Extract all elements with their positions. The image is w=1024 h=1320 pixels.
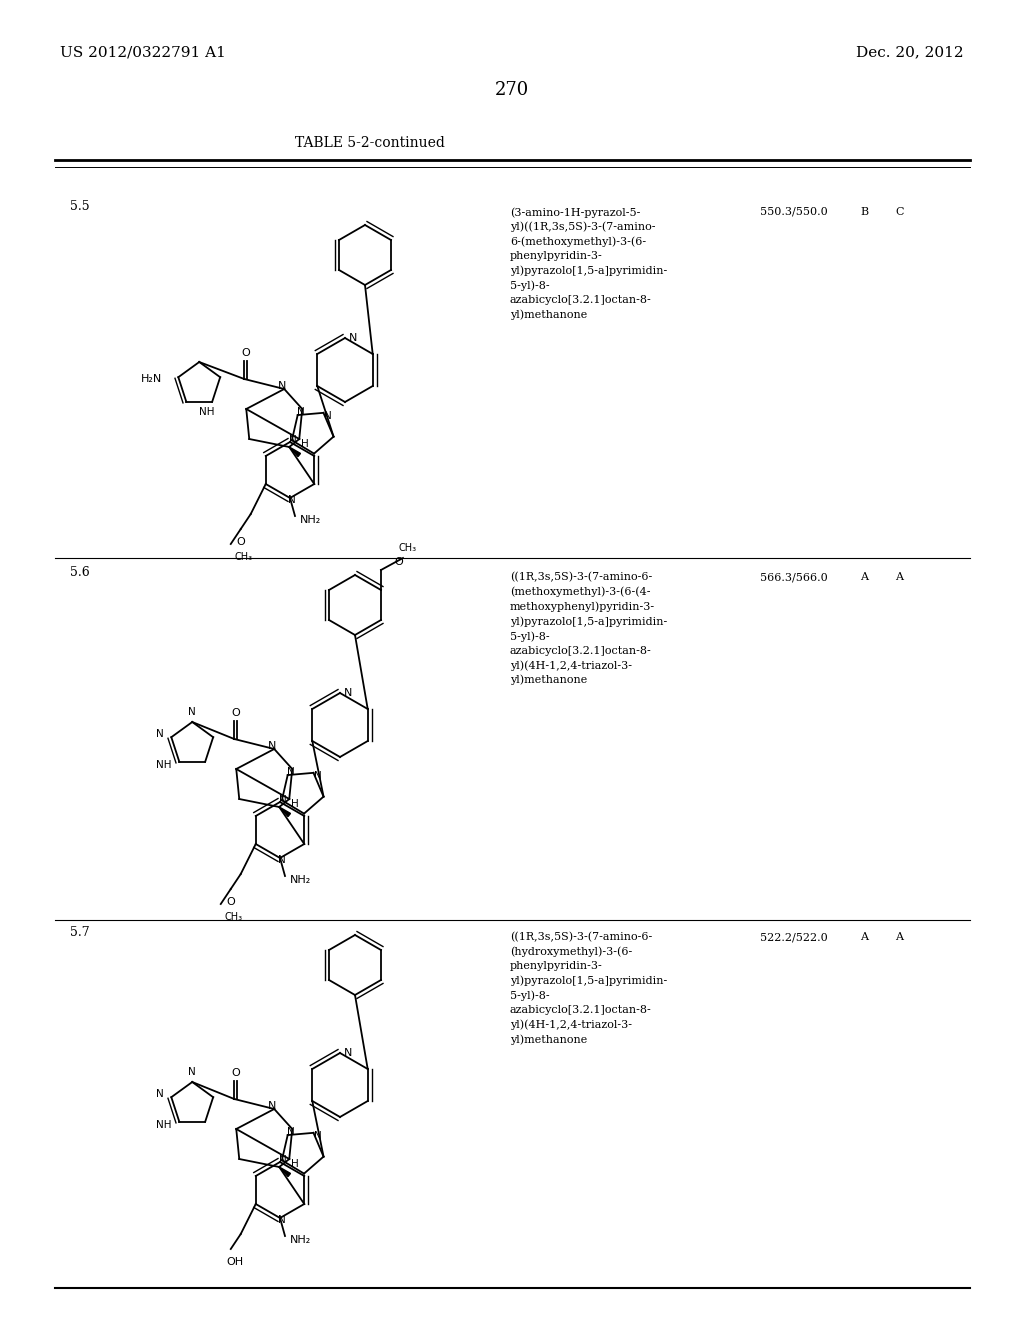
Text: N: N — [344, 688, 352, 698]
Text: 270: 270 — [495, 81, 529, 99]
Text: NH: NH — [200, 407, 215, 417]
Text: N: N — [297, 407, 304, 417]
Polygon shape — [280, 807, 291, 817]
Text: CH₃: CH₃ — [234, 552, 253, 562]
Text: O: O — [231, 1068, 241, 1078]
Text: N: N — [287, 767, 295, 777]
Text: N: N — [268, 741, 276, 751]
Text: O: O — [242, 348, 251, 358]
Text: TABLE 5-2-continued: TABLE 5-2-continued — [295, 136, 445, 150]
Text: Dec. 20, 2012: Dec. 20, 2012 — [856, 45, 964, 59]
Text: NH: NH — [156, 760, 171, 770]
Text: 5.7: 5.7 — [70, 925, 90, 939]
Text: N: N — [289, 436, 297, 445]
Text: N: N — [279, 381, 287, 391]
Text: H₂N: H₂N — [141, 374, 162, 384]
Text: N: N — [279, 855, 286, 865]
Text: OH: OH — [226, 1257, 244, 1267]
Text: H: H — [301, 440, 309, 449]
Text: N: N — [349, 333, 357, 343]
Text: ((1R,3s,5S)-3-(7-amino-6-
(hydroxymethyl)-3-(6-
phenylpyridin-3-
yl)pyrazolo[1,5: ((1R,3s,5S)-3-(7-amino-6- (hydroxymethyl… — [510, 932, 668, 1044]
Text: N: N — [156, 1089, 163, 1100]
Text: H: H — [291, 1159, 299, 1170]
Text: NH₂: NH₂ — [290, 1236, 311, 1245]
Text: N: N — [344, 1048, 352, 1059]
Text: O: O — [394, 557, 403, 568]
Text: NH: NH — [156, 1119, 171, 1130]
Text: N: N — [279, 1214, 286, 1225]
Text: CH₃: CH₃ — [399, 543, 417, 553]
Text: NH₂: NH₂ — [300, 515, 322, 525]
Text: 5.5: 5.5 — [70, 201, 90, 214]
Polygon shape — [289, 447, 300, 457]
Text: N: N — [313, 771, 322, 781]
Text: N: N — [280, 1155, 287, 1166]
Text: O: O — [226, 898, 236, 907]
Text: N: N — [268, 1101, 276, 1111]
Text: B: B — [860, 207, 868, 216]
Text: A: A — [860, 932, 868, 942]
Text: N: N — [287, 1127, 295, 1137]
Text: O: O — [237, 537, 245, 546]
Text: NH₂: NH₂ — [290, 875, 311, 884]
Text: N: N — [324, 411, 332, 421]
Text: C: C — [895, 207, 903, 216]
Text: O: O — [231, 708, 241, 718]
Polygon shape — [280, 1167, 291, 1176]
Text: N: N — [156, 729, 163, 739]
Text: 522.2/522.0: 522.2/522.0 — [760, 932, 827, 942]
Text: N: N — [188, 708, 197, 717]
Text: N: N — [280, 795, 287, 805]
Text: CH₃: CH₃ — [224, 912, 243, 921]
Text: N: N — [313, 1131, 322, 1140]
Text: H: H — [291, 799, 299, 809]
Text: ((1R,3s,5S)-3-(7-amino-6-
(methoxymethyl)-3-(6-(4-
methoxyphenyl)pyridin-3-
yl)p: ((1R,3s,5S)-3-(7-amino-6- (methoxymethyl… — [510, 572, 668, 685]
Text: N: N — [288, 495, 296, 506]
Text: US 2012/0322791 A1: US 2012/0322791 A1 — [60, 45, 226, 59]
Text: 566.3/566.0: 566.3/566.0 — [760, 572, 827, 582]
Text: A: A — [860, 572, 868, 582]
Text: 550.3/550.0: 550.3/550.0 — [760, 207, 827, 216]
Text: (3-amino-1H-pyrazol-5-
yl)((1R,3s,5S)-3-(7-amino-
6-(methoxymethyl)-3-(6-
phenyl: (3-amino-1H-pyrazol-5- yl)((1R,3s,5S)-3-… — [510, 207, 668, 319]
Text: A: A — [895, 572, 903, 582]
Text: 5.6: 5.6 — [70, 565, 90, 578]
Text: N: N — [188, 1067, 197, 1077]
Text: A: A — [895, 932, 903, 942]
